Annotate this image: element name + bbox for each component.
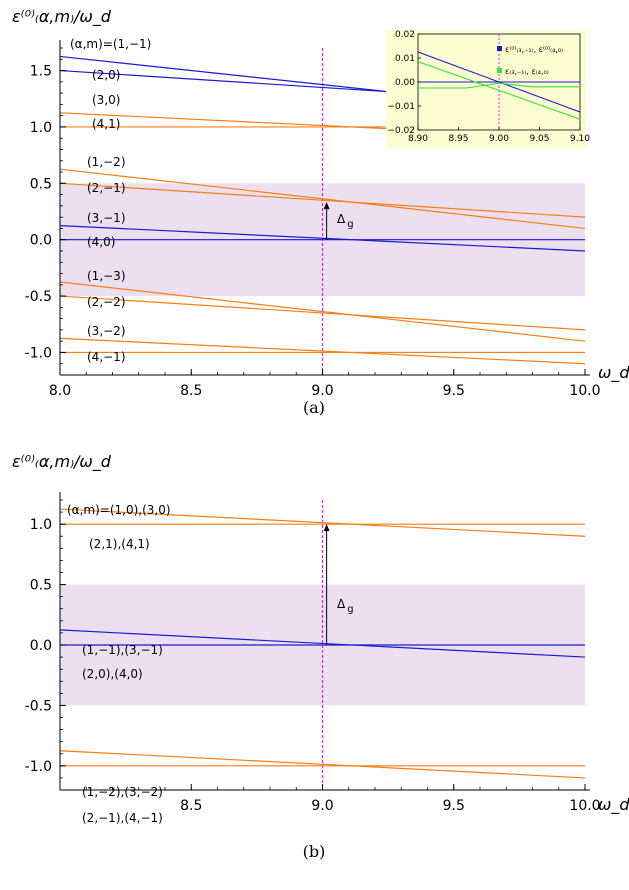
panel-caption: (a): [303, 398, 325, 417]
series-line: [59, 168, 586, 230]
x-tick-label: 10.0: [569, 383, 600, 399]
inset-x-tick-label: 9.00: [489, 134, 509, 144]
series-label: (4,−1): [87, 350, 126, 364]
series-label: (2,0): [92, 68, 120, 82]
series-label: (3,−1): [87, 211, 126, 225]
y-tick-label: 0.0: [30, 638, 52, 654]
series-line: [59, 750, 586, 779]
series-line: [59, 281, 586, 342]
series-label: (3,0): [92, 93, 120, 107]
inset-x-tick-label: 8.90: [408, 134, 428, 144]
inset-y-tick-label: 0.02: [395, 30, 415, 40]
panel-b: (α,m)=(1,0),(3,0) (2,1),(4,1) (1,−1),(3,−1…: [12, 452, 629, 861]
y-tick-label: 1.0: [30, 120, 52, 136]
x-tick-label: 9.0: [311, 383, 333, 399]
series-line: [59, 224, 586, 252]
inset-y-tick-label: −0.01: [387, 102, 415, 112]
inset-series-line: [418, 82, 580, 89]
inset-x-tick-label: 9.10: [570, 134, 590, 144]
series-label: (α,m)=(1,0),(3,0): [67, 503, 171, 517]
series-line: [59, 629, 586, 658]
y-tick-label: -1.0: [25, 345, 52, 361]
inset-y-tick-label: 0.00: [395, 78, 415, 88]
x-tick-label: 10.0: [569, 798, 600, 814]
series-line: [59, 337, 586, 365]
y-tick-label: 1.0: [30, 517, 52, 533]
inset-legend-label: ε⁽⁰⁾₍₃,₋₁₎, ε⁽⁰⁾₍₄,₀₎: [505, 45, 563, 54]
gap-arrowhead: [323, 202, 330, 210]
series-line: [59, 295, 586, 331]
x-axis-title: ω_d: [598, 363, 629, 383]
inset-y-tick-label: 0.01: [395, 54, 415, 64]
series-label: (2,0),(4,0): [82, 667, 143, 681]
series-line: [59, 508, 586, 537]
x-tick-label: 8.5: [180, 798, 202, 814]
x-tick-label: 9.5: [443, 383, 465, 399]
y-axis-title: ε⁽⁰⁾₍α,m₎/ω_d: [12, 7, 112, 27]
series-label: (4,0): [87, 235, 115, 249]
inset: 0.02 0.01 0.00 −0.01 −0.028.90 8.95 9.00 9.05 9.…: [386, 30, 590, 148]
y-tick-label: -0.5: [25, 698, 52, 714]
y-tick-label: -1.0: [25, 759, 52, 775]
series-label: (1,−1),(3,−1): [82, 643, 163, 657]
inset-legend-label: ε₍₃,₋₁₎, ε₍₄,₀₎: [505, 67, 549, 76]
x-tick-label: 9.5: [443, 798, 465, 814]
y-tick-label: 0.5: [30, 578, 52, 594]
x-axis-title: ω_d: [598, 795, 629, 815]
panel-caption: (b): [303, 842, 326, 861]
inset-series-line: [417, 61, 581, 120]
series-label: (1,−2): [87, 155, 126, 169]
series-label: (α,m)=(1,−1): [70, 37, 151, 51]
inset-legend-marker: [497, 46, 502, 51]
y-tick-label: 0.0: [30, 233, 52, 249]
x-tick-label: 8.0: [49, 383, 71, 399]
series-label: (3,−2): [87, 324, 126, 338]
x-tick-label: 9.0: [311, 798, 333, 814]
gap-arrowhead: [323, 524, 330, 532]
y-tick-label: 1.5: [30, 64, 52, 80]
series-label: (2,1),(4,1): [89, 537, 150, 551]
y-axis-title: ε⁽⁰⁾₍α,m₎/ω_d: [12, 452, 112, 472]
x-tick-label: 8.5: [180, 383, 202, 399]
series-label: (2,−1): [87, 181, 126, 195]
gap-label-sub: g: [347, 219, 353, 230]
series-label: (1,−2),(3,−2): [82, 785, 163, 799]
inset-background: [386, 30, 586, 148]
inset-x-tick-label: 9.05: [529, 134, 549, 144]
gap-label-sub: g: [347, 604, 353, 615]
series-label: (2,−1),(4,−1): [82, 811, 163, 825]
inset-y-tick-label: −0.02: [387, 126, 415, 136]
series-label: (2,−2): [87, 295, 126, 309]
series-line: [59, 182, 586, 218]
series-label: (1,−3): [87, 269, 126, 283]
series-label: (4,1): [92, 117, 120, 131]
inset-x-tick-label: 8.95: [448, 134, 468, 144]
y-tick-label: -0.5: [25, 289, 52, 305]
inset-legend-marker: [497, 68, 502, 73]
y-tick-label: 0.5: [30, 176, 52, 192]
panel-a: (α,m)=(1,−1) (2,0) (3,0) (4,1) (1,−2) (2,−1) (…: [12, 7, 629, 417]
